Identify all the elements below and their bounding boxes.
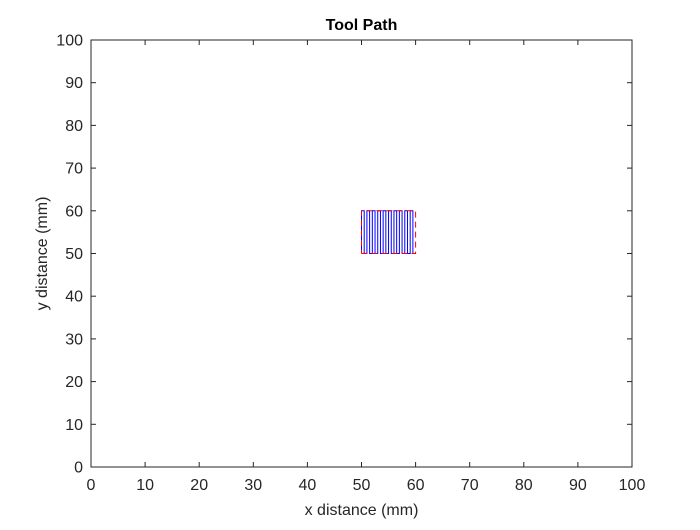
- y-tick-label: 70: [65, 161, 83, 178]
- axes-box: [90, 39, 633, 468]
- y-tick-label: 30: [65, 331, 83, 348]
- boundary-line: [361, 210, 417, 254]
- x-tick-label: 40: [299, 477, 317, 494]
- x-tick-label: 50: [353, 477, 371, 494]
- y-tick-label: 90: [65, 75, 83, 92]
- x-tick-label: 80: [515, 477, 533, 494]
- x-tick-label: 100: [619, 477, 646, 494]
- x-tick-label: 30: [244, 477, 262, 494]
- x-axis-label: x distance (mm): [305, 502, 419, 519]
- x-tick-label: 0: [87, 477, 96, 494]
- chart-title: Tool Path: [326, 17, 398, 34]
- y-tick-label: 80: [65, 118, 83, 135]
- y-axis-label: y distance (mm): [34, 197, 51, 311]
- x-tick-label: 20: [190, 477, 208, 494]
- y-tick-label: 10: [65, 417, 83, 434]
- series-layer: [361, 210, 417, 254]
- y-tick-label: 20: [65, 374, 83, 391]
- x-tick-label: 90: [569, 477, 587, 494]
- y-tick-label: 50: [65, 246, 83, 263]
- y-tick-label: 40: [65, 289, 83, 306]
- y-tick-label: 100: [56, 33, 83, 50]
- x-tick-label: 70: [461, 477, 479, 494]
- tick-labels: 0 10 20 30 40 50 60 70 80 90 100 0 10 20 30 40 50 60 70 80 9…: [56, 33, 645, 495]
- x-tick-label: 60: [407, 477, 425, 494]
- y-tick-label: 60: [65, 203, 83, 220]
- y-tick-label: 0: [74, 460, 83, 477]
- x-tick-label: 10: [136, 477, 154, 494]
